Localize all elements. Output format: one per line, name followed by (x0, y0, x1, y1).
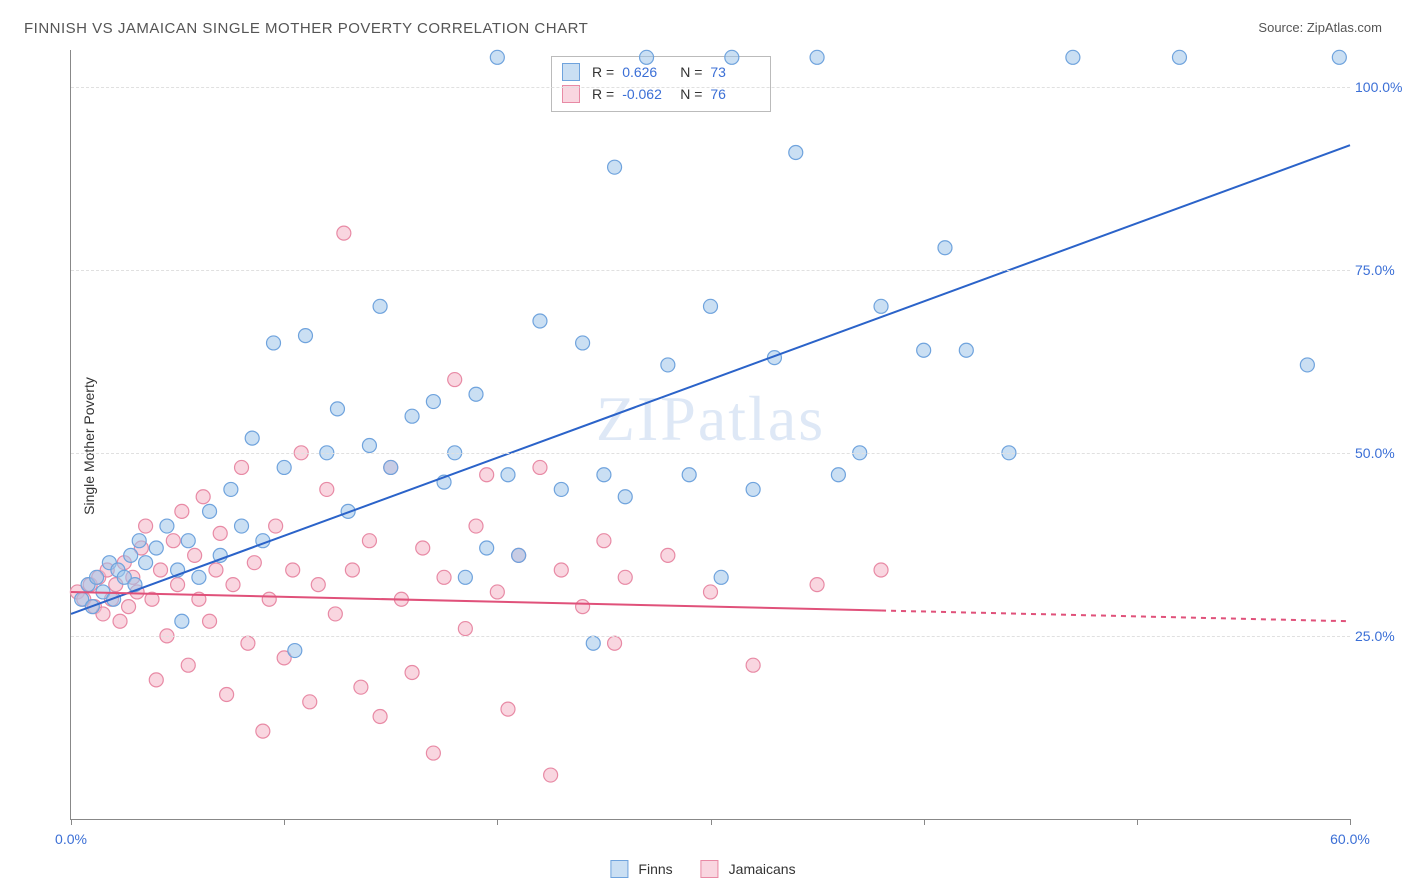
source-value: ZipAtlas.com (1307, 20, 1382, 35)
source-attribution: Source: ZipAtlas.com (1258, 20, 1382, 35)
legend-item-finns[interactable]: Finns (610, 860, 672, 878)
legend-label-jamaicans: Jamaicans (729, 861, 796, 877)
swatch-jamaicans-icon (701, 860, 719, 878)
plot-svg (71, 50, 1350, 819)
x-tick-label: 0.0% (55, 831, 87, 847)
y-tick-label: 100.0% (1355, 79, 1406, 95)
legend-label-finns: Finns (638, 861, 672, 877)
swatch-finns-icon (610, 860, 628, 878)
source-label: Source: (1258, 20, 1303, 35)
y-tick-label: 75.0% (1355, 262, 1406, 278)
chart-title: FINNISH VS JAMAICAN SINGLE MOTHER POVERT… (24, 20, 588, 37)
legend-item-jamaicans[interactable]: Jamaicans (701, 860, 796, 878)
bottom-legend: Finns Jamaicans (610, 860, 795, 878)
plot-area: ZIPatlas R = 0.626 N = 73 R = -0.062 N =… (70, 50, 1350, 820)
x-tick-label: 60.0% (1330, 831, 1370, 847)
y-tick-label: 50.0% (1355, 445, 1406, 461)
chart-container: FINNISH VS JAMAICAN SINGLE MOTHER POVERT… (0, 0, 1406, 892)
y-tick-label: 25.0% (1355, 628, 1406, 644)
